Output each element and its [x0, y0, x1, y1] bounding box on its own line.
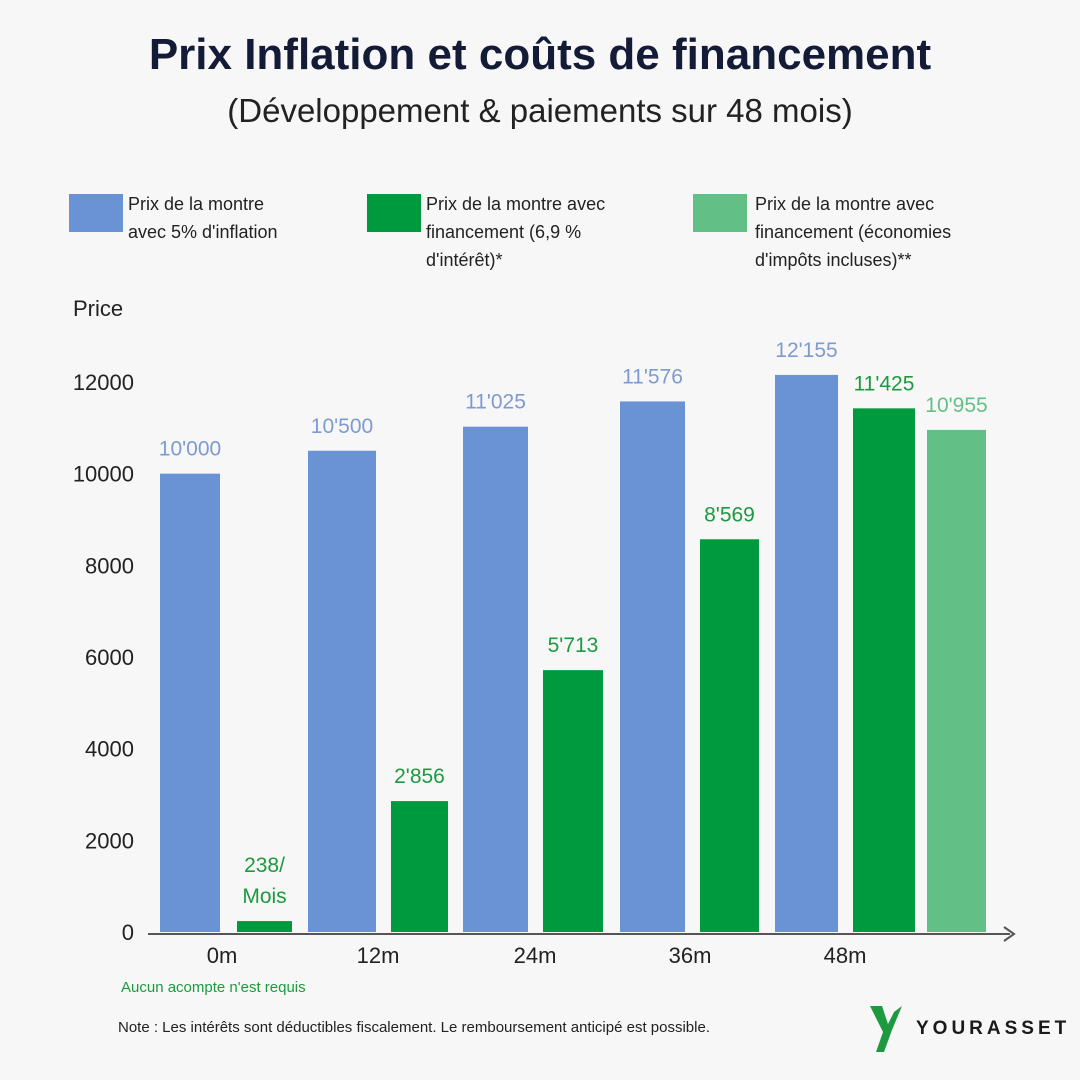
- data-label: 238/: [244, 854, 285, 877]
- bar: [700, 539, 759, 932]
- bar: [391, 801, 448, 932]
- data-label: 10'955: [925, 394, 987, 417]
- data-label: 2'856: [394, 765, 445, 788]
- x-tick-label: 48m: [824, 943, 867, 968]
- y-axis-label: Price: [73, 296, 123, 321]
- data-label: Mois: [242, 885, 286, 908]
- x-tick-label: 24m: [514, 943, 557, 968]
- bar: [308, 450, 376, 932]
- y-tick-label: 2000: [85, 828, 134, 853]
- legend-swatch: [367, 194, 421, 232]
- bar: [927, 429, 986, 932]
- x-axis-arrow-icon: [1003, 926, 1016, 942]
- legend-label: Prix de la montre avec 5% d'inflation: [128, 190, 278, 246]
- y-tick-label: 6000: [85, 645, 134, 670]
- y-tick-label: 12000: [73, 370, 134, 395]
- footnote: Note : Les intérêts sont déductibles fis…: [118, 1019, 710, 1036]
- legend-label: Prix de la montre avec financement (6,9 %…: [426, 190, 605, 274]
- data-label: 5'713: [548, 634, 599, 657]
- data-label: 11'576: [622, 365, 683, 388]
- legend-swatch: [693, 194, 747, 232]
- legend-item: Prix de la montre avec financement (écono…: [693, 190, 951, 274]
- legend-label-line: d'impôts incluses)**: [755, 250, 912, 270]
- chart-subtitle: (Développement & paiements sur 48 mois): [227, 92, 853, 129]
- data-label: 11'425: [854, 372, 915, 395]
- y-tick-label: 10000: [73, 462, 134, 487]
- x-tick-label: 12m: [357, 943, 400, 968]
- legend-label-line: financement (6,9 %: [426, 222, 582, 242]
- data-label: 10'500: [311, 415, 373, 438]
- bar: [463, 426, 528, 932]
- bar: [620, 401, 685, 932]
- legend-label-line: Prix de la montre avec: [755, 194, 935, 214]
- legend-item: Prix de la montre avec financement (6,9 %…: [367, 190, 605, 274]
- legend-item: Prix de la montre avec 5% d'inflation: [69, 190, 278, 246]
- x-tick-label: 0m: [207, 943, 238, 968]
- legend-label-line: Prix de la montre avec: [426, 194, 606, 214]
- brand-name: YOURASSET: [916, 1018, 1071, 1039]
- legend-label-line: avec 5% d'inflation: [128, 222, 278, 242]
- y-tick-label: 4000: [85, 737, 134, 762]
- legend-label-line: d'intérêt)*: [426, 250, 503, 270]
- bar: [853, 408, 915, 933]
- legend-label-line: financement (économies: [755, 222, 952, 242]
- x-tick-label: 36m: [669, 943, 712, 968]
- bar: [543, 670, 603, 932]
- brand-logo: YOURASSET: [868, 1004, 1070, 1054]
- data-label: 10'000: [159, 438, 221, 461]
- data-label: 12'155: [775, 339, 837, 362]
- chart-title: Prix Inflation et coûts de financement: [148, 30, 932, 79]
- bar-chart: Price 0 2000 4000 6000 8000 10000 12000 0m 12m 24m…: [73, 296, 1016, 968]
- y-tick-label: 8000: [85, 553, 134, 578]
- legend-label-line: Prix de la montre: [128, 194, 265, 214]
- yourasset-logo-icon: [870, 1006, 902, 1052]
- legend-label: Prix de la montre avec financement (écono…: [755, 190, 951, 274]
- bar: [775, 374, 838, 932]
- bar: [160, 473, 220, 932]
- no-deposit-note: Aucun acompte n'est requis: [121, 979, 306, 996]
- bar: [237, 921, 292, 932]
- data-label: 8'569: [704, 503, 755, 526]
- legend-swatch: [69, 194, 123, 232]
- data-label: 11'025: [465, 391, 526, 414]
- y-tick-label: 0: [122, 920, 134, 945]
